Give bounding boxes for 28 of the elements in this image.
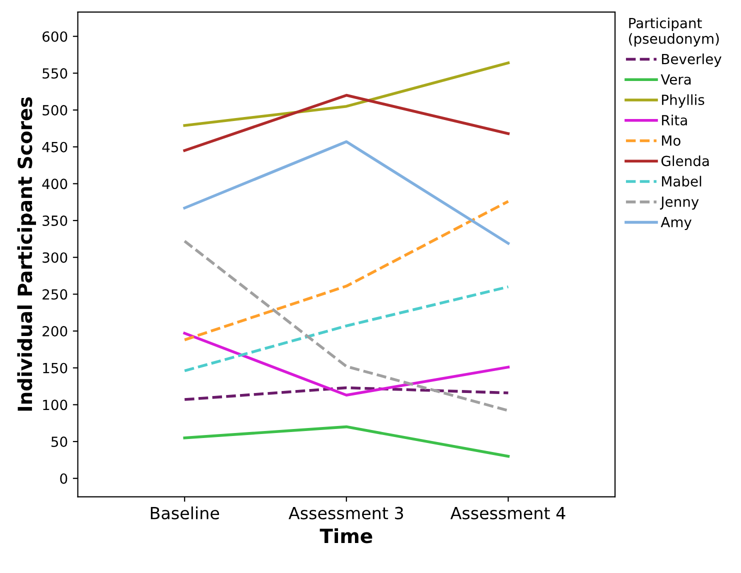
legend-title: Participant (pseudonym) bbox=[629, 18, 719, 47]
y-tick-label: 50 bbox=[51, 436, 68, 448]
y-tick-label: 0 bbox=[60, 473, 68, 484]
legend-label: Mabel bbox=[662, 176, 702, 187]
y-tick-label: 600 bbox=[42, 31, 68, 42]
legend-label: Jenny bbox=[660, 196, 699, 210]
y-tick-label: 450 bbox=[42, 142, 68, 152]
x-tick-label: Assessment 3 bbox=[288, 506, 404, 520]
x-tick-label: Assessment 4 bbox=[450, 507, 566, 520]
x-axis-title: Time bbox=[320, 528, 372, 544]
legend-label: Beverley bbox=[662, 54, 722, 67]
y-tick-label: 300 bbox=[42, 252, 68, 263]
y-tick-label: 100 bbox=[43, 400, 68, 410]
y-tick-label: 350 bbox=[42, 215, 68, 226]
legend-label: Rita bbox=[662, 114, 687, 126]
legend-label: Glenda bbox=[661, 155, 709, 166]
y-tick-label: 500 bbox=[42, 104, 68, 116]
legend-label: Amy bbox=[660, 217, 692, 230]
y-tick-label: 400 bbox=[42, 178, 68, 190]
y-tick-label: 250 bbox=[42, 289, 68, 300]
legend-label: Vera bbox=[660, 74, 691, 85]
x-tick-label: Baseline bbox=[150, 506, 220, 520]
y-tick-label: 550 bbox=[42, 68, 68, 79]
y-tick-label: 200 bbox=[42, 326, 68, 337]
y-tick-label: 150 bbox=[43, 362, 68, 374]
legend-label: Phyllis bbox=[662, 94, 704, 108]
y-axis-title: Individual Participant Scores bbox=[17, 97, 36, 411]
legend-label: Mo bbox=[662, 136, 680, 146]
